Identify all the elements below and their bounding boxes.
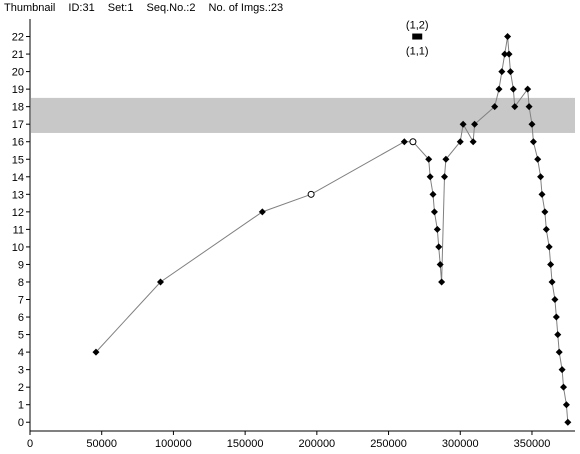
data-point (551, 296, 559, 304)
y-tick-label: 22 (12, 32, 24, 44)
data-point (509, 85, 517, 93)
title-seq-no: Seq.No.:2 (146, 2, 196, 14)
data-point (545, 243, 553, 251)
y-tick-label: 7 (18, 295, 24, 307)
data-point (425, 155, 433, 163)
y-tick-label: 1 (18, 400, 24, 412)
data-point (440, 173, 448, 181)
y-tick-label: 5 (18, 330, 24, 342)
y-tick-label: 3 (18, 365, 24, 377)
highlight-band (31, 97, 575, 133)
data-point (552, 313, 560, 321)
y-tick-label: 11 (13, 224, 24, 236)
data-point-open (307, 190, 315, 198)
y-tick-label: 8 (18, 277, 24, 289)
data-point (469, 138, 477, 146)
x-tick-label: 50000 (86, 438, 117, 450)
y-tick-label: 21 (12, 49, 24, 61)
data-point (560, 383, 568, 391)
data-point (426, 173, 434, 181)
marker-layer (92, 33, 572, 426)
y-tick-label: 13 (12, 189, 24, 201)
data-point (564, 418, 572, 426)
data-point (501, 50, 509, 58)
y-tick-label: 12 (12, 207, 24, 219)
data-point (534, 155, 542, 163)
data-point (562, 401, 570, 409)
data-point (495, 85, 503, 93)
y-tick-label: 19 (12, 84, 24, 96)
y-tick-label: 18 (12, 102, 24, 114)
y-tick-label: 16 (12, 137, 24, 149)
data-point (433, 225, 441, 233)
data-point (429, 190, 437, 198)
y-tick-label: 2 (18, 382, 24, 394)
data-point (430, 208, 438, 216)
data-point (498, 68, 506, 76)
x-tick-label: 0 (27, 438, 33, 450)
title-bar: Thumbnail ID:31 Set:1 Seq.No.:2 No. of I… (4, 2, 293, 16)
data-point (537, 173, 545, 181)
title-thumbnail: Thumbnail (4, 2, 56, 14)
data-point (558, 366, 566, 374)
data-point (435, 243, 443, 251)
data-point (541, 208, 549, 216)
y-tick-label: 15 (12, 154, 24, 166)
data-point-open (409, 138, 417, 146)
data-point (554, 331, 562, 339)
data-point (505, 50, 513, 58)
x-tick-label: 200000 (298, 438, 335, 450)
data-point (471, 120, 479, 128)
connecting-line-layer (95, 36, 569, 423)
data-point (529, 138, 537, 146)
data-point (400, 138, 408, 146)
data-point (525, 103, 533, 111)
title-num-images: No. of Imgs.:23 (208, 2, 284, 14)
data-point (542, 225, 550, 233)
highlight-band-layer (31, 97, 575, 133)
annotation-label: (1,2) (406, 20, 429, 32)
title-id: ID:31 (68, 2, 95, 14)
y-tick-label: 17 (12, 119, 24, 131)
annotation-layer: (1,2) (1,1) (406, 20, 429, 58)
y-tick-label: 14 (12, 172, 24, 184)
data-point (436, 260, 444, 268)
data-point (92, 348, 100, 356)
x-tick-label: 100000 (155, 438, 192, 450)
data-point (538, 190, 546, 198)
data-point (524, 85, 532, 93)
x-tick-label: 350000 (514, 438, 551, 450)
y-tick-label: 6 (18, 312, 24, 324)
y-tick-label: 4 (18, 347, 24, 359)
data-point (459, 120, 467, 128)
series-line (95, 36, 569, 423)
data-point (438, 278, 446, 286)
data-point (491, 103, 499, 111)
annotation-marker (412, 33, 423, 40)
y-tick-label: 20 (12, 67, 24, 79)
x-tick-label: 250000 (370, 438, 407, 450)
data-point (442, 155, 450, 163)
data-point (506, 68, 514, 76)
data-point (547, 260, 555, 268)
x-tick-label: 150000 (227, 438, 264, 450)
data-point (258, 208, 266, 216)
y-tick-label: 9 (18, 259, 24, 271)
data-point (504, 33, 512, 41)
data-point (511, 103, 519, 111)
y-tick-label: 0 (18, 417, 24, 429)
data-point (456, 138, 464, 146)
data-point (555, 348, 563, 356)
data-point (548, 278, 556, 286)
data-point (157, 278, 165, 286)
data-point (528, 120, 536, 128)
y-tick-label: 10 (12, 242, 24, 254)
annotation-label: (1,1) (406, 46, 429, 58)
title-set: Set:1 (107, 2, 134, 14)
x-tick-label: 300000 (442, 438, 479, 450)
